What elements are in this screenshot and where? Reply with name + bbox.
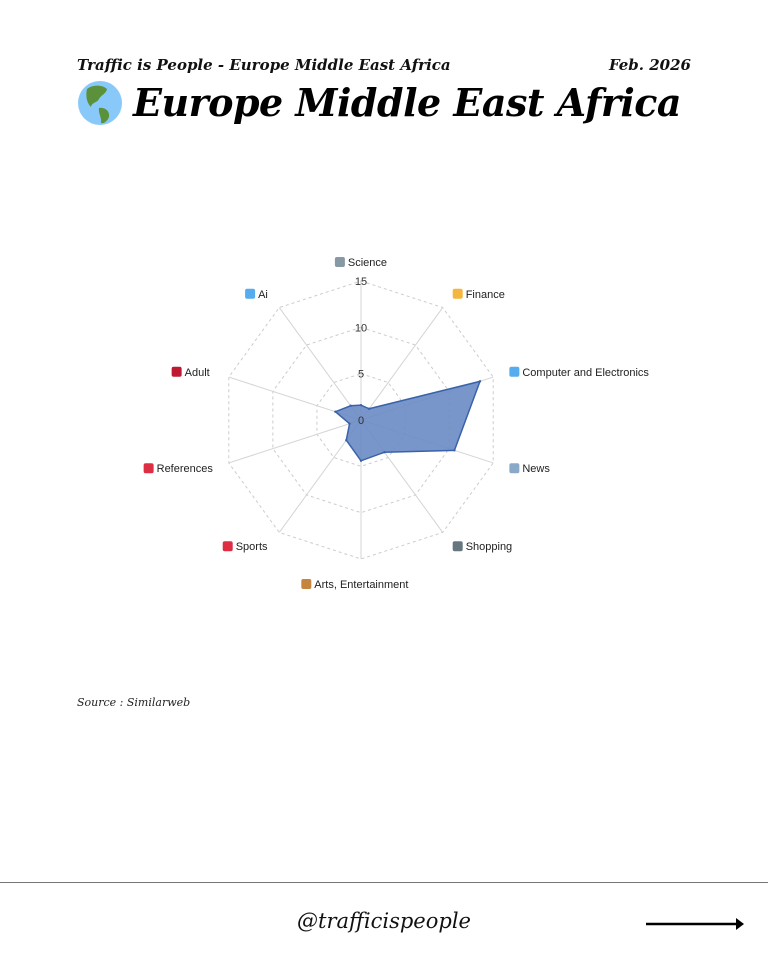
data-point — [453, 449, 456, 452]
microscope-icon — [334, 257, 345, 267]
data-point — [334, 410, 337, 413]
category-label: Adult — [171, 366, 210, 379]
grid-spoke — [278, 307, 362, 421]
tick-label: 0 — [358, 415, 364, 427]
category-label-text: Science — [348, 257, 387, 269]
newspaper-icon — [509, 463, 520, 474]
artist-icon — [301, 579, 312, 589]
category-label-text: Ai — [258, 289, 268, 301]
category-label-text: Adult — [185, 367, 210, 379]
grid-spoke — [360, 307, 444, 421]
category-label-text: Sports — [236, 541, 268, 553]
data-point — [359, 459, 363, 462]
date: Feb. 2026 — [608, 56, 691, 74]
category-label-text: News — [522, 463, 550, 475]
social-handle[interactable]: @trafficispeople — [297, 909, 471, 933]
robot-icon — [245, 288, 256, 299]
source-note: Source : Similarweb — [77, 696, 191, 709]
category-label: Finance — [452, 288, 505, 301]
tick-label: 5 — [358, 369, 364, 381]
category-label: Shopping — [452, 541, 512, 553]
category-label-text: Computer and Electronics — [522, 367, 649, 379]
data-point — [359, 403, 363, 407]
grid-ring — [228, 280, 494, 560]
globe-americas-icon — [78, 81, 122, 125]
arrow-right-icon[interactable] — [646, 916, 746, 932]
cyclist-icon — [222, 541, 233, 552]
data-point — [348, 422, 351, 425]
category-label-text: References — [157, 463, 214, 475]
page-title: Europe Middle East Africa — [133, 80, 682, 125]
subtitle: Traffic is People - Europe Middle East A… — [77, 56, 451, 74]
data-point — [345, 439, 348, 442]
category-label-text: Arts, Entertainment — [314, 579, 408, 591]
laptop-icon — [509, 366, 520, 377]
bookmark-icon — [143, 463, 154, 474]
tick-label: 10 — [355, 322, 367, 334]
category-label-text: Finance — [466, 289, 505, 301]
data-point — [367, 407, 371, 410]
data-point — [383, 451, 386, 454]
divider — [0, 882, 768, 883]
money-bag-icon — [452, 288, 463, 299]
shopping-cart-icon — [452, 541, 463, 552]
no-under-18-icon — [171, 366, 182, 377]
category-label: Science — [334, 257, 387, 269]
tick-label: 15 — [355, 276, 367, 288]
category-label: Arts, Entertainment — [301, 579, 408, 591]
category-label: Sports — [222, 541, 268, 553]
grid-spoke — [228, 419, 362, 464]
category-label: Ai — [245, 288, 268, 301]
category-label-text: Shopping — [466, 541, 512, 553]
data-point — [478, 380, 482, 383]
category-label: References — [143, 463, 214, 475]
category-label: News — [509, 463, 550, 475]
category-label: Computer and Electronics — [509, 366, 649, 379]
data-point — [349, 404, 352, 407]
